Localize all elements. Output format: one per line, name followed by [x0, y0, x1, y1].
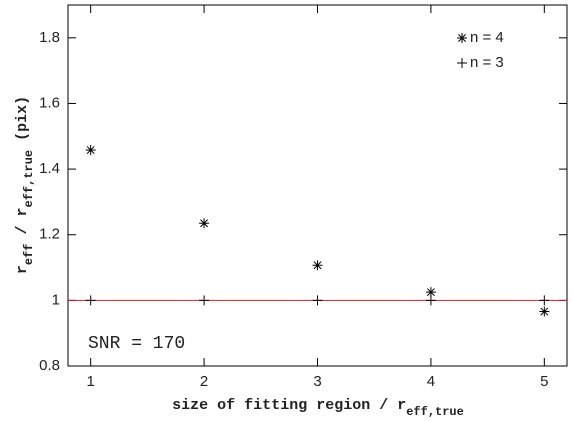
- y-tick-label: 1: [52, 291, 60, 308]
- y-label-text: r: [14, 265, 31, 274]
- x-axis-label: size of fitting region / reff,true: [172, 397, 464, 419]
- data-point: [85, 295, 96, 306]
- data-point: [199, 218, 210, 229]
- y-tick-label: 1.2: [39, 226, 60, 243]
- x-tick-label: 3: [313, 373, 321, 390]
- x-tick-label: 5: [540, 373, 548, 390]
- legend-marker: [457, 58, 467, 68]
- data-point: [312, 260, 323, 271]
- y-label-text: (pix): [14, 96, 31, 150]
- annotation: SNR = 170: [88, 334, 185, 354]
- data-point: [85, 145, 96, 156]
- y-label-sub: eff: [22, 244, 36, 266]
- y-tick-label: 1.6: [39, 94, 60, 111]
- y-tick-label: 1.8: [39, 29, 60, 46]
- y-axis-label: reff / reff,true (pix): [14, 96, 36, 274]
- data-point: [539, 306, 550, 317]
- data-point: [539, 295, 550, 306]
- data-point: [425, 287, 436, 298]
- x-tick-label: 1: [87, 373, 95, 390]
- data-point: [199, 295, 210, 306]
- y-tick-label: 0.8: [39, 357, 60, 374]
- data-point: [425, 295, 436, 306]
- legend-label: n = 3: [470, 54, 504, 71]
- y-label-text: / r: [14, 207, 31, 243]
- legend-marker: [457, 33, 467, 43]
- x-label-text: size of fitting region / r: [172, 397, 406, 414]
- data-point: [312, 295, 323, 306]
- x-label-sub: eff,true: [406, 405, 464, 419]
- y-label-sub: eff,true: [22, 150, 36, 208]
- x-tick-label: 4: [427, 373, 435, 390]
- legend-label: n = 4: [470, 29, 504, 46]
- y-tick-label: 1.4: [39, 160, 60, 177]
- x-tick-label: 2: [200, 373, 208, 390]
